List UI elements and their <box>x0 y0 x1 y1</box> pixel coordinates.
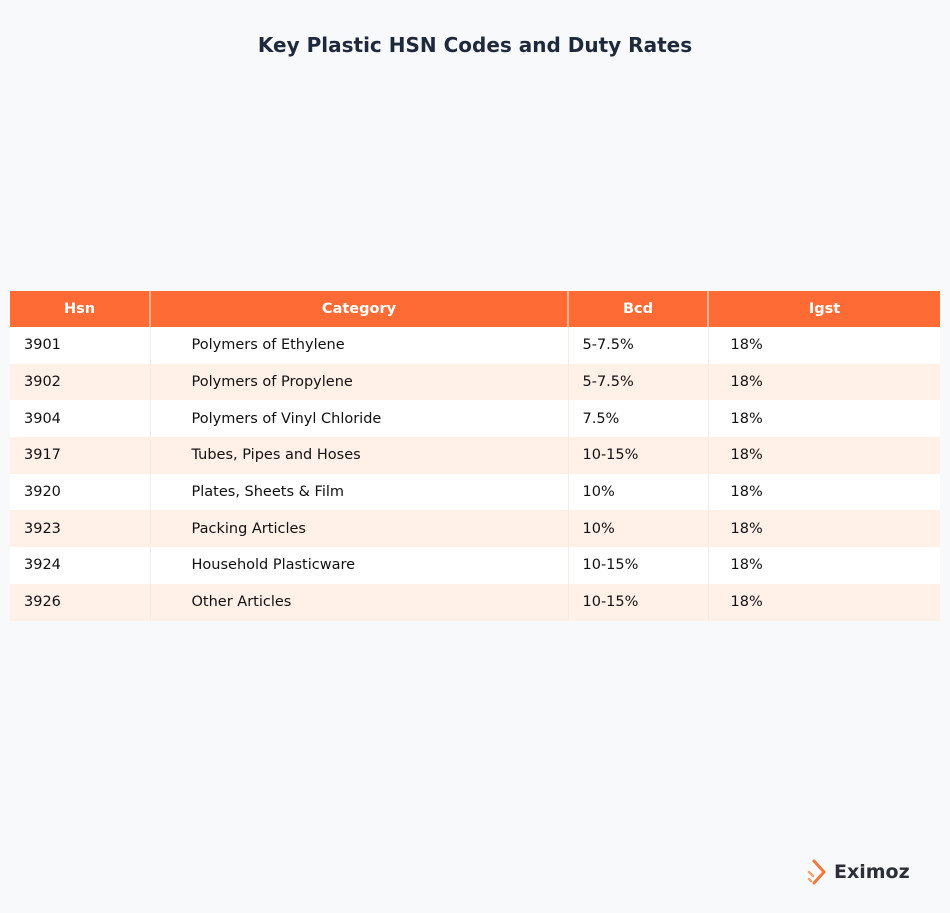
table-row: 3924 Household Plasticware 10-15% 18% <box>10 547 940 584</box>
table-row: 3917 Tubes, Pipes and Hoses 10-15% 18% <box>10 437 940 474</box>
table-cell: 3904 <box>10 400 151 438</box>
table-cell: Polymers of Ethylene <box>150 327 569 364</box>
table-row: 3923 Packing Articles 10% 18% <box>10 510 940 548</box>
logo-text: Eximoz <box>834 861 910 883</box>
table-cell: 5-7.5% <box>568 327 709 364</box>
table-cell: Polymers of Propylene <box>150 363 569 401</box>
column-header: Category <box>150 291 569 327</box>
duty-table: Hsn Category Bcd Igst 3901 Polymers of Ethyl… <box>10 291 940 621</box>
table-cell: 18% <box>708 473 940 511</box>
table-row: 3901 Polymers of Ethylene 5-7.5% 18% <box>10 327 940 364</box>
table-cell: 10-15% <box>568 437 709 474</box>
table-cell: 18% <box>708 363 940 401</box>
table-cell: Polymers of Vinyl Chloride <box>150 400 569 438</box>
column-header: Hsn <box>10 291 151 327</box>
table-cell: 3901 <box>10 327 151 364</box>
table-cell: Other Articles <box>150 583 569 621</box>
table-body: 3901 Polymers of Ethylene 5-7.5% 18% 3902 Pol… <box>10 327 940 621</box>
table-cell: 10-15% <box>568 583 709 621</box>
column-header: Igst <box>708 291 940 327</box>
column-header: Bcd <box>568 291 709 327</box>
table-row: 3920 Plates, Sheets & Film 10% 18% <box>10 473 940 511</box>
page-title: Key Plastic HSN Codes and Duty Rates <box>257 33 693 57</box>
table-cell: 3926 <box>10 583 151 621</box>
table-cell: 3924 <box>10 547 151 584</box>
logo: Eximoz <box>806 858 910 886</box>
table-cell: 10% <box>568 510 709 548</box>
table-cell: 18% <box>708 510 940 548</box>
table-cell: 18% <box>708 547 940 584</box>
table-cell: Household Plasticware <box>150 547 569 584</box>
table-cell: 3920 <box>10 473 151 511</box>
table-cell: Plates, Sheets & Film <box>150 473 569 511</box>
table-cell: 3917 <box>10 437 151 474</box>
table-cell: 3902 <box>10 363 151 401</box>
table-cell: 18% <box>708 437 940 474</box>
table-cell: 10-15% <box>568 547 709 584</box>
table-cell: Packing Articles <box>150 510 569 548</box>
table-cell: 18% <box>708 400 940 438</box>
table-cell: 7.5% <box>568 400 709 438</box>
header-row: Hsn Category Bcd Igst <box>10 291 940 327</box>
table-cell: 10% <box>568 473 709 511</box>
table-cell: 18% <box>708 327 940 364</box>
table-row: 3904 Polymers of Vinyl Chloride 7.5% 18% <box>10 400 940 438</box>
table-cell: 5-7.5% <box>568 363 709 401</box>
table-cell: 18% <box>708 583 940 621</box>
table-row: 3902 Polymers of Propylene 5-7.5% 18% <box>10 363 940 401</box>
table-row: 3926 Other Articles 10-15% 18% <box>10 583 940 621</box>
logo-icon <box>807 859 826 885</box>
table-cell: 3923 <box>10 510 151 548</box>
table-cell: Tubes, Pipes and Hoses <box>150 437 569 474</box>
